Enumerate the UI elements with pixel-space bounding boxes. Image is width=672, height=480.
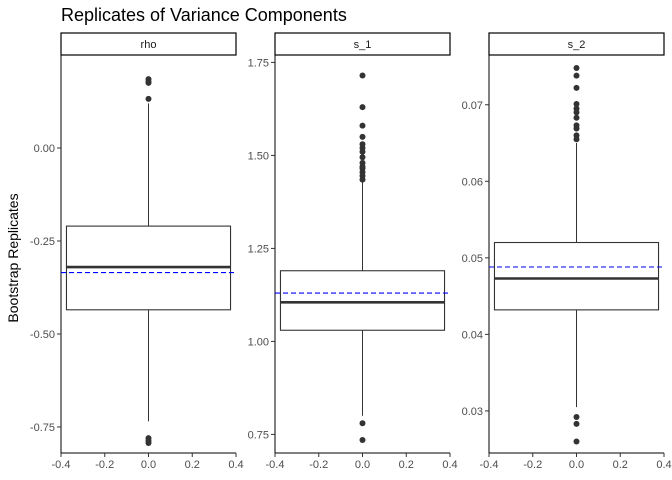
- y-tick-label: -0.75: [30, 422, 55, 434]
- x-tick-label: 0.0: [141, 459, 156, 471]
- y-tick-label: -0.50: [30, 329, 55, 341]
- outlier-point: [573, 136, 580, 143]
- y-tick-label: 0.03: [462, 406, 483, 418]
- x-tick-label: 0.2: [399, 459, 414, 471]
- y-tick-label: 1.00: [248, 336, 269, 348]
- x-tick-label: 0.0: [355, 459, 370, 471]
- outlier-point: [359, 148, 366, 155]
- x-tick-label: 0.4: [228, 459, 243, 471]
- x-tick-label: -0.4: [480, 459, 499, 471]
- iqr-box: [279, 270, 446, 331]
- outlier-point: [145, 79, 152, 86]
- panel-rho: rho 0.00 -0.25 -0.50 -0.75 -0.4 -0.2 0.0 0.2 0.4: [30, 32, 244, 471]
- outlier-point: [359, 436, 366, 443]
- x-tick-label: -0.2: [95, 459, 114, 471]
- outlier-point: [573, 438, 580, 445]
- outlier-point: [145, 439, 152, 446]
- y-tick-label: 0.75: [248, 429, 269, 441]
- x-tick-label: 0.0: [569, 459, 584, 471]
- y-tick-label: 1.50: [248, 150, 269, 162]
- strip-label: rho: [141, 39, 157, 51]
- y-tick-label: -0.25: [30, 236, 55, 248]
- outlier-point: [573, 100, 580, 107]
- outlier-point: [359, 133, 366, 140]
- outlier-point: [573, 84, 580, 91]
- strip-label: s_2: [568, 39, 586, 51]
- y-tick-label: 0.05: [462, 253, 483, 265]
- x-tick-label: -0.4: [52, 459, 71, 471]
- outlier-point: [573, 414, 580, 421]
- x-tick-label: 0.4: [442, 459, 457, 471]
- y-tick-label: 0.06: [462, 176, 483, 188]
- strip-label: s_1: [354, 39, 372, 51]
- outlier-point: [573, 420, 580, 427]
- strip-box: [60, 32, 237, 56]
- y-axis-label: Bootstrap Replicates: [5, 193, 21, 322]
- outlier-point: [573, 109, 580, 116]
- x-tick-label: 0.4: [656, 459, 671, 471]
- panel-s1: s_1 1.75 1.50 1.25 1.00 0.75 -0.4 -0.2 0.0 0.2 0.4: [248, 32, 458, 471]
- x-tick-label: -0.4: [266, 459, 285, 471]
- outlier-point: [359, 122, 366, 129]
- outlier-point: [573, 72, 580, 79]
- strip-box: [274, 32, 451, 56]
- outlier-point: [573, 114, 580, 121]
- outlier-point: [359, 420, 366, 427]
- y-tick-label: 1.25: [248, 243, 269, 255]
- x-tick-label: 0.2: [185, 459, 200, 471]
- outlier-point: [573, 65, 580, 72]
- outlier-point: [359, 154, 366, 161]
- chart-title: Replicates of Variance Components: [61, 5, 347, 25]
- y-tick-label: 0.04: [462, 329, 483, 341]
- outlier-point: [573, 125, 580, 132]
- strip-box: [488, 32, 665, 56]
- panel-s2: s_2 0.07 0.06 0.05 0.04 0.03 -0.4 -0.2 0.0 0.2 0.4: [462, 32, 672, 471]
- outlier-point: [359, 104, 366, 111]
- y-tick-label: 0.00: [34, 143, 55, 155]
- iqr-box: [493, 241, 660, 311]
- y-tick-label: 0.07: [462, 100, 483, 112]
- x-tick-label: -0.2: [523, 459, 542, 471]
- outlier-point: [359, 176, 366, 183]
- outlier-point: [145, 95, 152, 102]
- x-tick-label: 0.2: [613, 459, 628, 471]
- outlier-point: [359, 72, 366, 79]
- x-tick-label: -0.2: [309, 459, 328, 471]
- y-tick-label: 1.75: [248, 57, 269, 69]
